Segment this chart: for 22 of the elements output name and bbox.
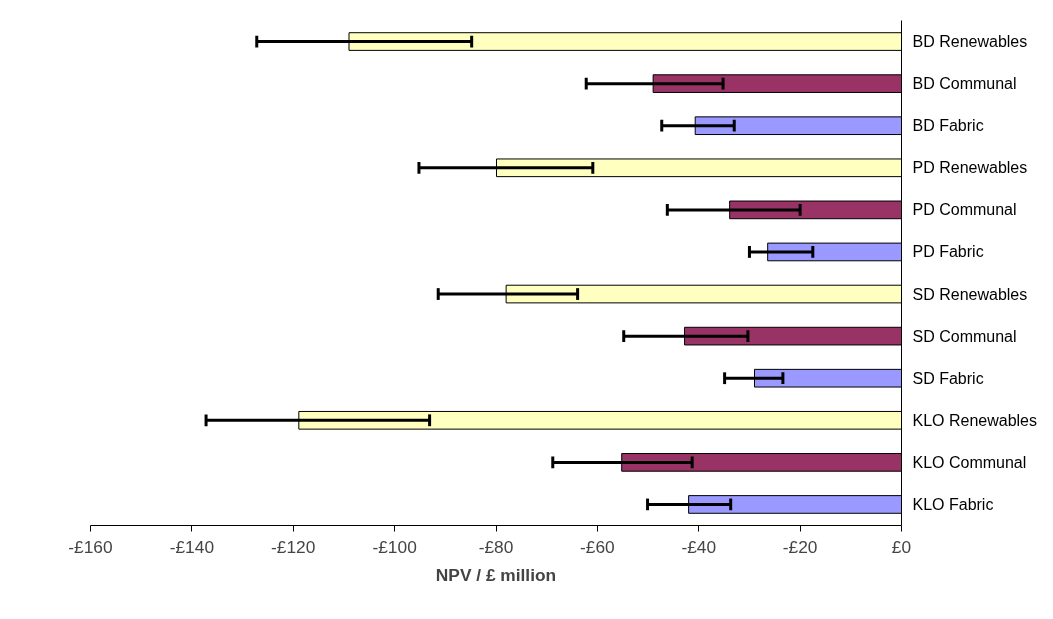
x-tick-label: -£120 [271,536,316,557]
y-tick-label: KLO Renewables [912,411,1038,429]
y-tick-label: KLO Communal [912,453,1027,471]
y-tick-label: BD Communal [912,75,1017,93]
x-tick-label: -£80 [478,536,514,557]
y-tick-label: SD Communal [912,327,1017,345]
x-tick-label: £0 [891,536,912,557]
y-tick-label: PD Fabric [912,243,984,261]
x-tick-label: -£160 [68,536,113,557]
y-tick-label: PD Communal [912,201,1017,219]
y-tick-label: SD Renewables [912,285,1028,303]
y-tick-label: KLO Fabric [912,495,994,513]
y-tick-label: BD Renewables [912,33,1028,51]
x-tick-label: -£140 [169,536,215,557]
x-axis-title: NPV / £ million [435,564,557,585]
x-tick-label: -£60 [580,536,615,557]
y-tick-label: PD Renewables [912,159,1028,177]
y-tick-label: SD Fabric [912,369,984,387]
y-tick-label: BD Fabric [912,117,984,135]
x-tick-label: -£20 [782,536,818,557]
x-tick-label: -£40 [681,536,717,557]
x-tick-label: -£100 [372,536,417,557]
